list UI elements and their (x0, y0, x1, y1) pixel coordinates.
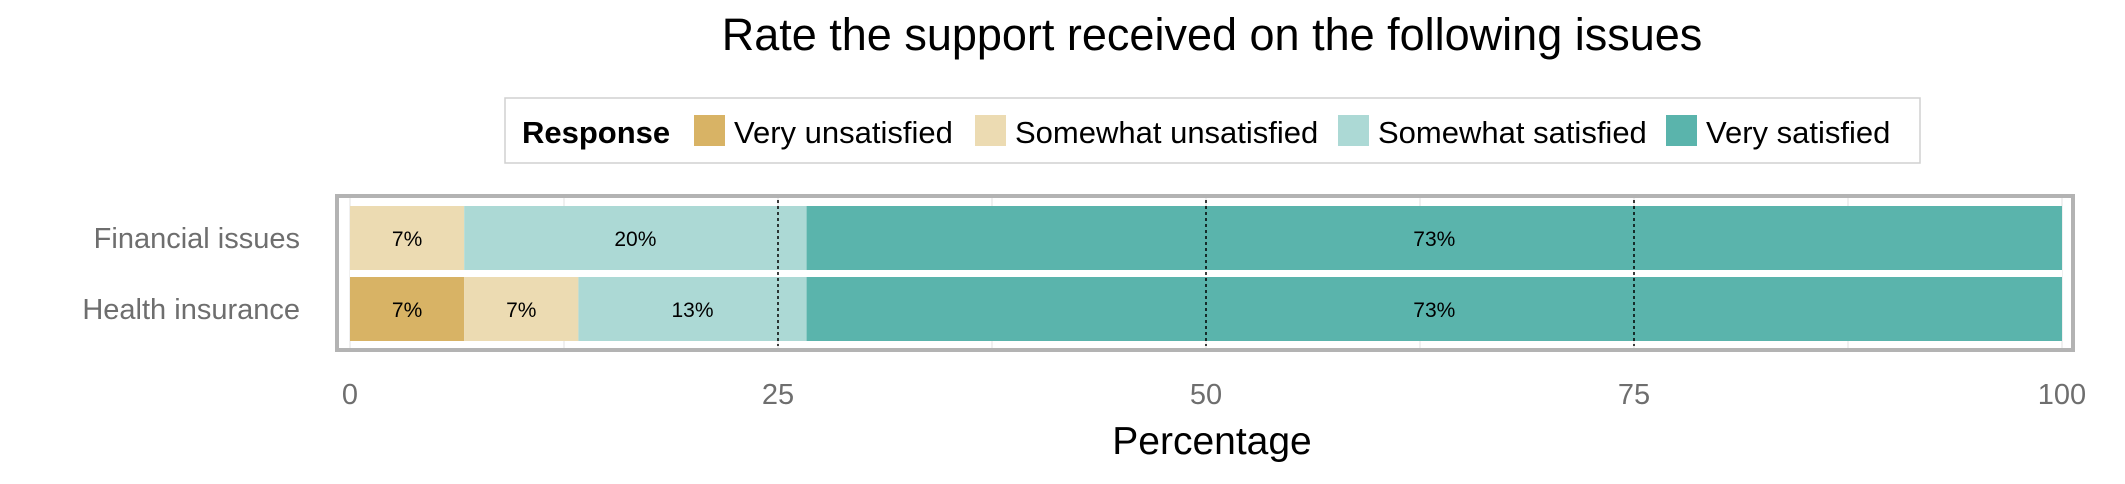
data-label: 13% (671, 299, 713, 322)
legend-key (694, 115, 725, 146)
x-tick-label: 100 (2038, 379, 2086, 411)
data-label: 73% (1413, 228, 1455, 251)
legend-label: Somewhat unsatisfied (1015, 115, 1318, 150)
data-label: 20% (614, 228, 656, 251)
legend-key (1666, 115, 1697, 146)
bar-segment (464, 277, 579, 341)
bar-segment (578, 277, 807, 341)
plot-panel: 7% 20% 73% 7% 7% 13% 73% (335, 194, 2075, 352)
bar-segment (806, 206, 2063, 270)
data-label: 7% (506, 299, 536, 322)
category-label: Financial issues (94, 223, 300, 255)
data-label: 7% (392, 228, 422, 251)
bar-segment (464, 206, 807, 270)
panel-border (335, 194, 2075, 352)
data-label: 73% (1413, 299, 1455, 322)
x-tick-label: 75 (1618, 379, 1650, 411)
bar-segment (350, 206, 465, 270)
bar-segment (806, 277, 2063, 341)
chart-title: Rate the support received on the followi… (722, 9, 1703, 60)
data-label: 7% (392, 299, 422, 322)
x-axis-title: Percentage (1112, 420, 1311, 463)
x-tick-label: 25 (762, 379, 794, 411)
x-tick-label: 50 (1190, 379, 1222, 411)
category-label: Health insurance (82, 294, 300, 326)
legend-label: Very satisfied (1706, 115, 1890, 150)
legend-label: Somewhat satisfied (1378, 115, 1647, 150)
legend-key (1338, 115, 1369, 146)
x-tick-label: 0 (342, 379, 358, 411)
legend: Response Very unsatisfied Somewhat unsati… (504, 97, 1921, 164)
bar-segment (350, 277, 465, 341)
legend-key (975, 115, 1006, 146)
legend-title: Response (522, 115, 670, 150)
legend-label: Very unsatisfied (734, 115, 953, 150)
